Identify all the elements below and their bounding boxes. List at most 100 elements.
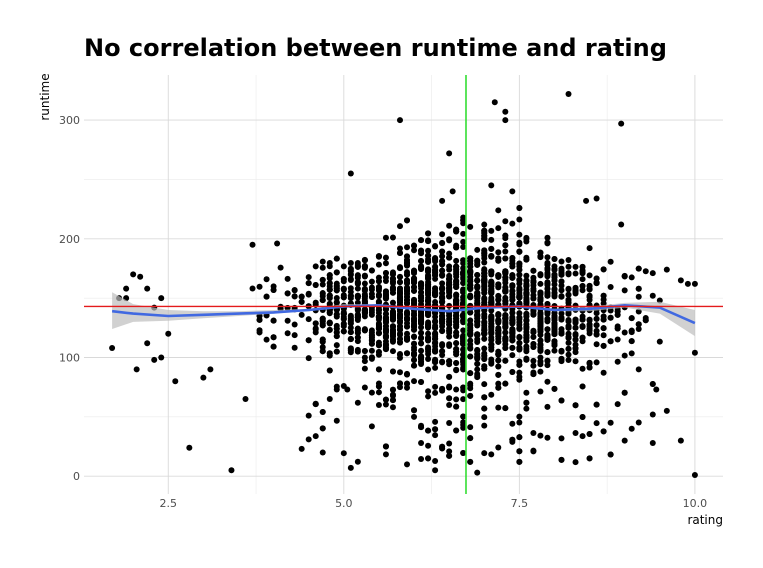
data-point (404, 336, 411, 343)
data-point (586, 359, 593, 366)
data-point (333, 333, 340, 340)
data-point (579, 433, 586, 440)
data-point (305, 290, 312, 297)
data-point (439, 231, 446, 238)
data-point (361, 306, 368, 313)
data-point (481, 255, 488, 262)
data-point (340, 320, 347, 327)
data-point (572, 430, 579, 437)
data-point (509, 420, 516, 427)
data-point (305, 412, 312, 419)
data-point (186, 444, 193, 451)
data-point (432, 426, 439, 433)
data-point (425, 230, 432, 237)
data-point (333, 285, 340, 292)
data-point (474, 300, 481, 307)
data-point (446, 452, 453, 459)
data-point (425, 442, 432, 449)
data-point (495, 318, 502, 325)
data-point (382, 328, 389, 335)
data-point (453, 386, 460, 393)
data-point (460, 396, 467, 403)
data-point (558, 315, 565, 322)
data-point (123, 285, 130, 292)
data-point (256, 283, 263, 290)
data-point (333, 348, 340, 355)
data-point (396, 369, 403, 376)
data-point (389, 234, 396, 241)
data-point (389, 348, 396, 355)
data-point (551, 289, 558, 296)
data-point (544, 357, 551, 364)
data-point (446, 222, 453, 229)
data-point (389, 299, 396, 306)
data-point (274, 240, 281, 247)
data-point (284, 275, 291, 282)
data-point (396, 265, 403, 272)
data-point (432, 432, 439, 439)
data-point (375, 253, 382, 260)
data-point (326, 259, 333, 266)
data-point (593, 331, 600, 338)
data-point (375, 330, 382, 337)
data-point (382, 306, 389, 313)
data-point (418, 237, 425, 244)
data-point (523, 405, 530, 412)
data-point (439, 253, 446, 260)
data-point (446, 281, 453, 288)
data-point (495, 207, 502, 214)
data-point (565, 291, 572, 298)
x-tick-label: 5.0 (335, 497, 353, 510)
data-point (432, 389, 439, 396)
data-point (396, 380, 403, 387)
data-point (467, 337, 474, 344)
data-point (523, 399, 530, 406)
data-point (305, 355, 312, 362)
data-point (453, 291, 460, 298)
data-point (375, 325, 382, 332)
data-point (453, 366, 460, 373)
data-point (375, 366, 382, 373)
data-point (537, 280, 544, 287)
data-point (460, 257, 467, 264)
data-point (516, 216, 523, 223)
data-point (361, 347, 368, 354)
data-point (551, 338, 558, 345)
data-point (333, 342, 340, 349)
data-point (509, 254, 516, 261)
data-point (460, 311, 467, 318)
data-point (460, 366, 467, 373)
data-point (354, 399, 361, 406)
data-point (396, 245, 403, 252)
data-point (319, 425, 326, 432)
data-point (425, 393, 432, 400)
data-point (389, 391, 396, 398)
data-point (368, 267, 375, 274)
data-point (474, 360, 481, 367)
data-point (502, 405, 509, 412)
data-point (460, 327, 467, 334)
data-point (558, 347, 565, 354)
data-point (460, 217, 467, 224)
data-point (544, 362, 551, 369)
data-point (467, 353, 474, 360)
data-point (614, 358, 621, 365)
data-point (495, 255, 502, 262)
data-point (439, 358, 446, 365)
data-point (326, 396, 333, 403)
data-point (347, 347, 354, 354)
data-point (600, 316, 607, 323)
data-point (347, 464, 354, 471)
data-point (411, 323, 418, 330)
data-point (509, 352, 516, 359)
data-point (368, 340, 375, 347)
data-point (368, 423, 375, 430)
data-point (530, 371, 537, 378)
data-point (572, 270, 579, 277)
data-point (130, 271, 137, 278)
data-point (418, 289, 425, 296)
data-point (375, 285, 382, 292)
data-point (418, 264, 425, 271)
data-point (558, 282, 565, 289)
data-point (425, 323, 432, 330)
